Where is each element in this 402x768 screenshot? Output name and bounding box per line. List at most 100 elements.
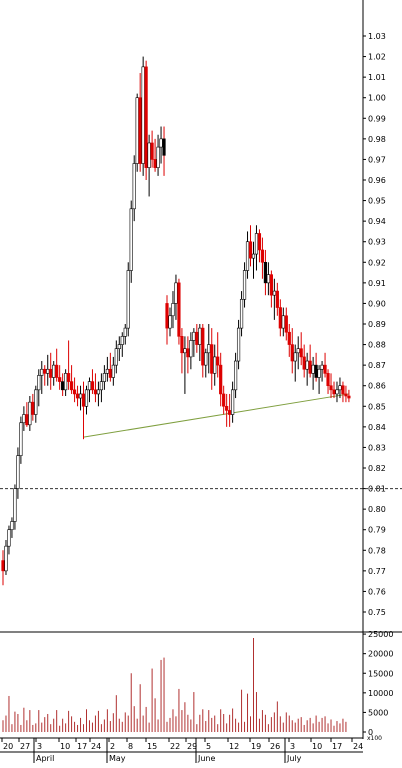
candle-body [341, 385, 345, 395]
candle [219, 352, 223, 407]
candle [4, 540, 8, 575]
candle-body [344, 393, 348, 397]
candle-body [123, 327, 127, 337]
candle [40, 361, 44, 394]
x-day-label: 19 [251, 742, 261, 751]
x-day-label: 17 [77, 742, 87, 751]
candle [263, 249, 268, 296]
candle [257, 229, 262, 263]
candle-body [207, 344, 211, 354]
candle-body [7, 529, 11, 547]
candle [228, 393, 232, 427]
candle [147, 134, 151, 197]
candle-body [245, 241, 250, 271]
candle-body [236, 327, 241, 362]
candle [117, 336, 121, 362]
candle-body [156, 146, 160, 168]
candle-body [75, 393, 80, 399]
candle [314, 352, 318, 382]
candle-body [22, 414, 26, 424]
candle-body [299, 348, 303, 358]
x-day-label: 26 [270, 742, 280, 751]
candle-body [34, 389, 38, 415]
candle [344, 385, 348, 403]
candle [129, 200, 133, 283]
volume-y-tick-label: 5000 [368, 708, 388, 717]
volume-y-tick-label: 10000 [368, 689, 393, 698]
candle-body [239, 299, 244, 329]
price-y-tick-label: 0.93 [368, 238, 386, 247]
candle-body [165, 303, 169, 329]
candle-body [93, 389, 98, 395]
candle [341, 381, 345, 403]
x-day-label: 2 [110, 742, 115, 751]
candle [37, 369, 41, 407]
candle [132, 155, 136, 222]
price-y-tick-label: 0.76 [368, 587, 386, 596]
candle-body [171, 303, 175, 317]
candle-body [347, 395, 351, 399]
candle-body [159, 138, 163, 148]
candle-body [213, 356, 217, 374]
candle-body [132, 163, 136, 210]
candle-body [183, 348, 187, 354]
candle-body [296, 348, 300, 354]
candle [87, 377, 92, 403]
candle [153, 138, 157, 172]
candle [61, 373, 65, 396]
candle [189, 332, 193, 370]
candle-body [266, 274, 270, 284]
candle [299, 332, 303, 366]
x-day-label: 24 [91, 742, 101, 751]
candle [49, 352, 53, 390]
candle [329, 373, 333, 399]
candle [302, 344, 306, 378]
candle [233, 352, 238, 399]
candle-body [40, 368, 44, 376]
price-y-tick-label: 0.89 [368, 320, 386, 329]
candle [162, 126, 166, 176]
candle [183, 336, 187, 394]
candle-body [278, 307, 282, 329]
volume-y-tick-label: 0 [368, 728, 373, 737]
candle [305, 352, 309, 386]
candle [332, 381, 336, 399]
candle [108, 352, 112, 382]
candle-body [228, 410, 232, 415]
candle [144, 60, 148, 180]
price-y-tick-label: 0.88 [368, 341, 386, 350]
candle-body [46, 368, 50, 374]
candle [67, 340, 71, 390]
candle-body [242, 270, 247, 300]
candle-body [201, 327, 205, 366]
candle-body [326, 373, 330, 387]
price-y-tick-label: 0.77 [368, 567, 386, 576]
candle [25, 402, 29, 427]
candle-body [37, 375, 41, 391]
candle [126, 262, 130, 337]
candle-body [129, 208, 133, 271]
candle-body [144, 66, 148, 168]
candle [177, 278, 181, 345]
candle [43, 365, 47, 386]
candle-body [272, 290, 276, 296]
candle [171, 291, 175, 329]
candle-body [251, 253, 256, 259]
price-y-tick-label: 0.91 [368, 279, 386, 288]
candle-body [195, 331, 199, 345]
price-y-tick-label: 0.75 [368, 608, 386, 617]
candle-body [275, 290, 279, 308]
candle-body [281, 315, 285, 329]
price-y-tick-label: 0.83 [368, 443, 386, 452]
candle [192, 328, 196, 357]
volume-y-tick-label: 20000 [368, 650, 393, 659]
candle [22, 406, 26, 431]
candle-body [186, 348, 190, 358]
price-y-tick-label: 0.82 [368, 464, 386, 473]
candle [308, 344, 312, 378]
candle-body [90, 381, 95, 391]
candle-body [114, 348, 118, 366]
